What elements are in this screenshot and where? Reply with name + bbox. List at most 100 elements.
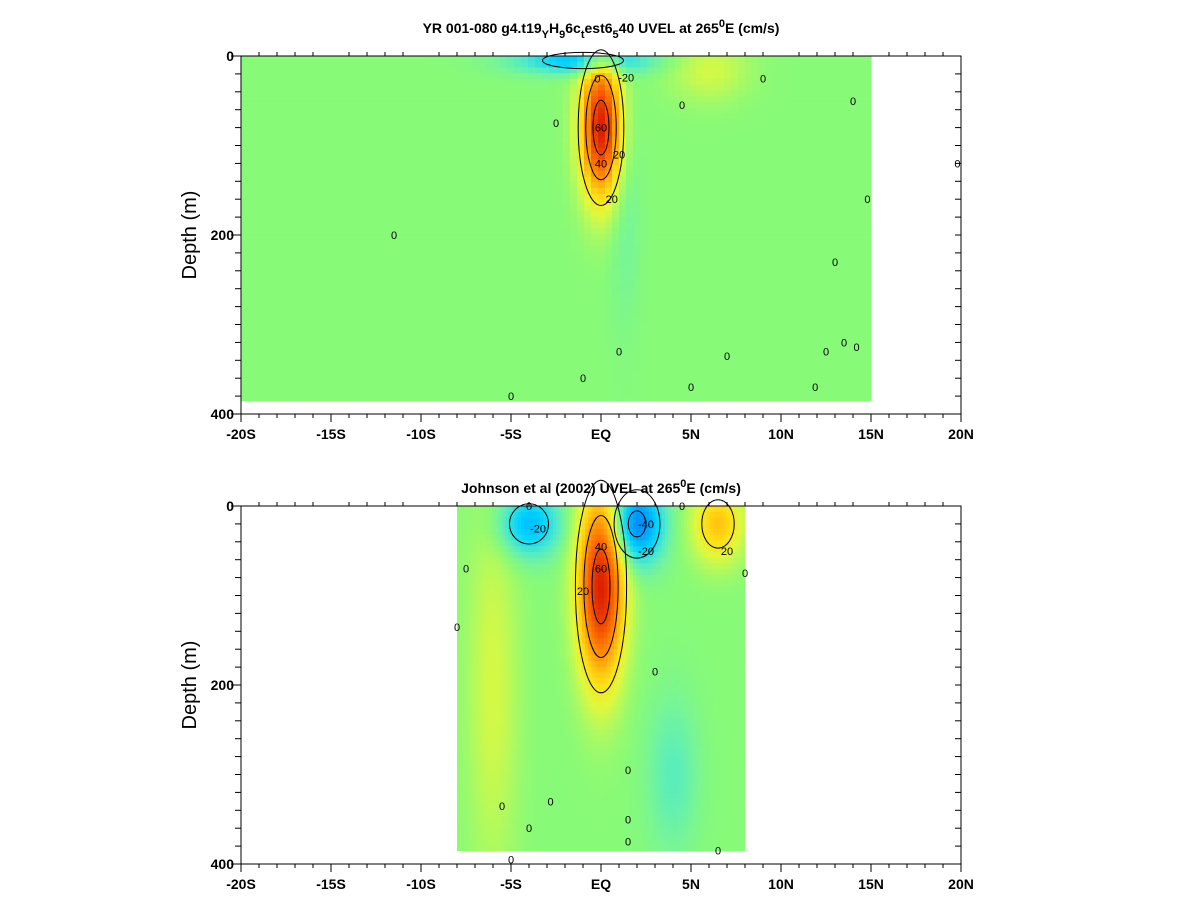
heatmap-cell xyxy=(395,308,403,316)
heatmap-cell xyxy=(346,90,354,97)
heatmap-cell xyxy=(339,182,347,189)
heatmap-cell xyxy=(353,331,361,338)
heatmap-cell xyxy=(759,257,767,264)
heatmap-cell xyxy=(773,348,781,356)
heatmap-cell xyxy=(346,142,354,149)
heatmap-cell xyxy=(465,199,473,206)
heatmap-cell xyxy=(290,124,298,132)
heatmap-cell xyxy=(486,343,494,350)
heatmap-cell xyxy=(731,325,739,333)
heatmap-cell xyxy=(787,234,795,241)
heatmap-cell xyxy=(290,377,298,384)
heatmap-cell xyxy=(654,61,662,69)
heatmap-cell xyxy=(570,343,578,350)
heatmap-cell xyxy=(507,228,515,235)
heatmap-cell xyxy=(430,343,438,350)
heatmap-cell xyxy=(290,153,298,160)
heatmap-cell xyxy=(766,239,774,247)
heatmap-cell xyxy=(486,377,494,384)
heatmap-cell xyxy=(640,84,648,92)
heatmap-cell xyxy=(668,78,676,86)
heatmap-cell xyxy=(640,371,648,379)
heatmap-cell xyxy=(584,371,592,379)
heatmap-cell xyxy=(640,211,648,218)
heatmap-cell xyxy=(661,251,669,258)
heatmap-cell xyxy=(584,124,592,132)
heatmap-cell xyxy=(815,199,823,206)
heatmap-cell xyxy=(423,343,431,350)
heatmap-cell xyxy=(640,107,648,115)
heatmap-cell xyxy=(479,216,487,224)
heatmap-cell xyxy=(696,193,704,201)
heatmap-cell xyxy=(339,285,347,293)
heatmap-cell xyxy=(304,383,312,390)
heatmap-cell xyxy=(346,96,354,103)
heatmap-cell xyxy=(353,239,361,247)
heatmap-cell xyxy=(479,257,487,264)
heatmap-cell xyxy=(486,297,494,304)
heatmap-cell xyxy=(787,337,795,344)
heatmap-cell xyxy=(591,291,599,298)
heatmap-cell xyxy=(276,136,284,143)
heatmap-cell xyxy=(626,78,634,86)
heatmap-cell xyxy=(801,234,809,241)
heatmap-cell xyxy=(395,84,403,92)
heatmap-cell xyxy=(304,268,312,275)
heatmap-cell xyxy=(717,343,725,350)
heatmap-cell xyxy=(325,285,333,293)
heatmap-cell xyxy=(717,130,725,137)
heatmap-cell xyxy=(689,285,697,293)
heatmap-cell xyxy=(276,222,284,229)
heatmap-cell xyxy=(689,354,697,361)
heatmap-cell xyxy=(759,320,767,327)
heatmap-cell xyxy=(570,325,578,333)
heatmap-cell xyxy=(612,331,620,338)
heatmap-cell xyxy=(815,394,823,402)
heatmap-cell xyxy=(269,222,277,229)
heatmap-cell xyxy=(598,199,606,206)
heatmap-cell xyxy=(731,119,739,126)
heatmap-cell xyxy=(269,325,277,333)
heatmap-cell xyxy=(542,61,550,69)
heatmap-cell xyxy=(549,107,557,115)
heatmap-cell xyxy=(290,211,298,218)
heatmap-cell xyxy=(682,274,690,281)
heatmap-cell xyxy=(479,285,487,293)
heatmap-cell xyxy=(486,268,494,275)
heatmap-cell xyxy=(248,228,256,235)
heatmap-cell xyxy=(493,348,501,356)
heatmap-cell xyxy=(255,170,263,178)
heatmap-cell xyxy=(815,354,823,361)
heatmap-cell xyxy=(815,153,823,160)
heatmap-cell xyxy=(717,262,725,270)
heatmap-cell xyxy=(605,228,613,235)
heatmap-cell xyxy=(423,360,431,367)
heatmap-cell xyxy=(780,165,788,172)
heatmap-cell xyxy=(276,107,284,115)
heatmap-cell xyxy=(577,205,585,212)
heatmap-cell xyxy=(752,331,760,338)
heatmap-cell xyxy=(731,188,739,195)
heatmap-cell xyxy=(367,274,375,281)
heatmap-cell xyxy=(423,285,431,293)
heatmap-cell xyxy=(262,377,270,384)
heatmap-cell xyxy=(801,343,809,350)
heatmap-cell xyxy=(626,101,634,109)
heatmap-cell xyxy=(584,354,592,361)
heatmap-cell xyxy=(591,188,599,195)
heatmap-cell xyxy=(297,274,305,281)
heatmap-cell xyxy=(493,165,501,172)
heatmap-cell xyxy=(668,159,676,166)
heatmap-cell xyxy=(682,78,690,86)
heatmap-cell xyxy=(787,348,795,356)
heatmap-cell xyxy=(724,211,732,218)
heatmap-cell xyxy=(619,130,627,137)
heatmap-cell xyxy=(808,147,816,155)
heatmap-cell xyxy=(717,205,725,212)
heatmap-cell xyxy=(542,394,550,402)
heatmap-cell xyxy=(703,308,711,316)
heatmap-cell xyxy=(241,377,249,384)
heatmap-cell xyxy=(269,348,277,356)
heatmap-cell xyxy=(787,222,795,229)
heatmap-cell xyxy=(332,170,340,178)
